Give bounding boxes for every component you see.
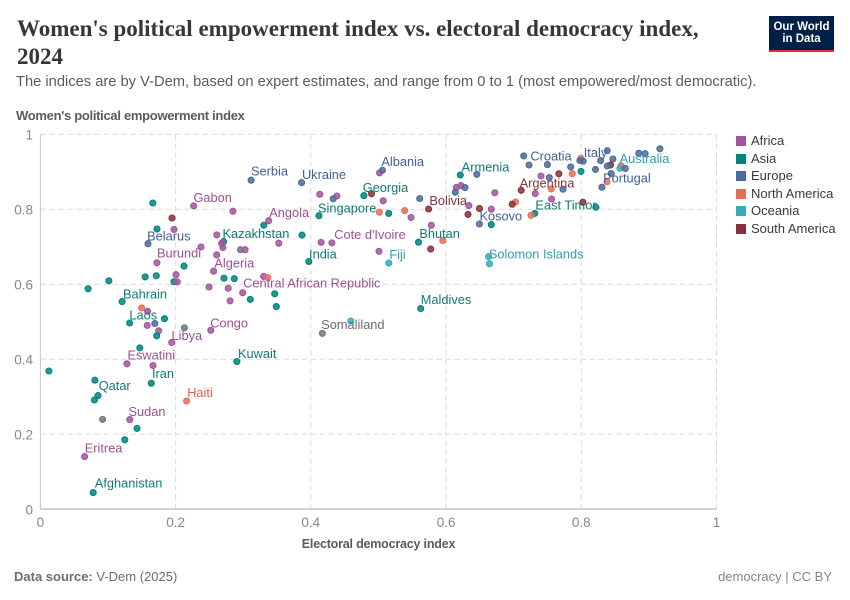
svg-text:Sudan: Sudan	[128, 404, 165, 419]
svg-text:0.6: 0.6	[14, 278, 33, 293]
svg-text:Belarus: Belarus	[147, 229, 190, 244]
svg-text:Kuwait: Kuwait	[238, 346, 277, 361]
svg-text:Eritrea: Eritrea	[85, 441, 124, 456]
svg-text:Fiji: Fiji	[389, 247, 405, 262]
svg-text:Algeria: Algeria	[214, 255, 255, 270]
svg-text:Libya: Libya	[172, 328, 203, 343]
svg-text:Somaliland: Somaliland	[321, 317, 384, 332]
svg-text:Gabon: Gabon	[193, 190, 231, 205]
svg-text:Bahrain: Bahrain	[123, 287, 167, 302]
svg-text:Qatar: Qatar	[99, 378, 132, 393]
svg-text:Angola: Angola	[269, 205, 310, 220]
svg-text:0: 0	[25, 502, 33, 517]
svg-text:Bhutan: Bhutan	[419, 226, 460, 241]
svg-text:Croatia: Croatia	[530, 149, 572, 164]
svg-text:Congo: Congo	[210, 316, 248, 331]
svg-text:Eswatini: Eswatini	[127, 347, 175, 362]
svg-text:Australia: Australia	[620, 151, 671, 166]
svg-text:Afghanistan: Afghanistan	[95, 476, 163, 491]
svg-text:Solomon Islands: Solomon Islands	[489, 247, 584, 262]
svg-text:0: 0	[37, 515, 45, 530]
svg-text:Haiti: Haiti	[187, 385, 213, 400]
svg-text:Argentina: Argentina	[520, 176, 576, 191]
svg-text:Kosovo: Kosovo	[479, 209, 522, 224]
svg-text:0.4: 0.4	[301, 515, 320, 530]
svg-text:Portugal: Portugal	[603, 171, 651, 186]
svg-text:0.8: 0.8	[14, 203, 33, 218]
svg-text:0.2: 0.2	[166, 515, 185, 530]
svg-text:Bolivia: Bolivia	[429, 193, 468, 208]
svg-text:Kazakhstan: Kazakhstan	[222, 226, 289, 241]
svg-text:East Timor: East Timor	[535, 198, 597, 213]
svg-text:Georgia: Georgia	[363, 180, 409, 195]
svg-text:0.8: 0.8	[572, 515, 591, 530]
svg-text:1: 1	[713, 515, 721, 530]
svg-text:Serbia: Serbia	[251, 164, 289, 179]
svg-text:1: 1	[25, 128, 33, 143]
svg-text:Maldives: Maldives	[421, 292, 472, 307]
svg-text:Italy: Italy	[584, 145, 608, 160]
svg-text:Cote d'Ivoire: Cote d'Ivoire	[334, 227, 405, 242]
svg-text:0.4: 0.4	[14, 353, 33, 368]
svg-text:0.2: 0.2	[14, 427, 33, 442]
svg-text:Burundi: Burundi	[157, 246, 201, 261]
svg-text:Central African Republic: Central African Republic	[243, 275, 381, 290]
svg-text:Armenia: Armenia	[462, 160, 511, 175]
svg-text:India: India	[309, 247, 338, 262]
svg-text:0.6: 0.6	[437, 515, 456, 530]
svg-text:Iran: Iran	[152, 366, 174, 381]
svg-text:Albania: Albania	[381, 154, 425, 169]
svg-text:Ukraine: Ukraine	[302, 167, 346, 182]
svg-text:Singapore: Singapore	[318, 201, 376, 216]
svg-text:Laos: Laos	[129, 308, 157, 323]
